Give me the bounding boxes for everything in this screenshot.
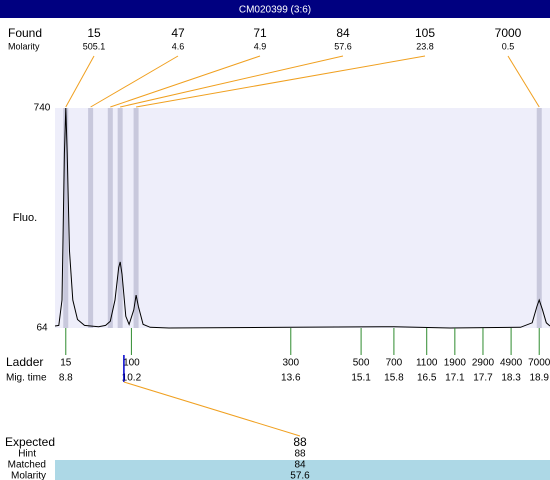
trace bbox=[54, 107, 550, 329]
ladder-size: 100 bbox=[123, 358, 140, 369]
y-tick-label: 740 bbox=[34, 103, 51, 114]
peak-connector bbox=[90, 55, 179, 108]
mig-time-label: Mig. time bbox=[6, 373, 47, 384]
ladder-size: 700 bbox=[386, 358, 403, 369]
peak-band bbox=[536, 108, 542, 328]
peak-molarity: 0.5 bbox=[502, 41, 515, 51]
expected-molarity: 57.6 bbox=[290, 471, 310, 480]
expected-value: 88 bbox=[293, 435, 307, 449]
found-label: Found bbox=[8, 26, 42, 40]
peak-band bbox=[63, 108, 69, 328]
peak-connector bbox=[120, 55, 344, 108]
ladder-size: 300 bbox=[282, 358, 299, 369]
ladder-mig-time: 18.3 bbox=[501, 373, 521, 384]
peak-molarity: 505.1 bbox=[83, 41, 106, 51]
peak-size: 71 bbox=[253, 26, 267, 40]
ladder-mig-time: 15.8 bbox=[384, 373, 404, 384]
y-tick-label: 64 bbox=[36, 323, 48, 334]
ladder-size: 15 bbox=[60, 358, 72, 369]
hint-label: Hint bbox=[18, 449, 36, 460]
peak-size: 7000 bbox=[495, 26, 522, 40]
ladder-label: Ladder bbox=[6, 355, 43, 369]
peak-size: 84 bbox=[336, 26, 350, 40]
expected-molarity-label: Molarity bbox=[11, 471, 46, 480]
title-bar bbox=[0, 0, 550, 18]
ladder-mig-time: 17.1 bbox=[445, 373, 465, 384]
ladder-mig-time: 8.8 bbox=[59, 373, 73, 384]
y-axis-label: Fluo. bbox=[13, 212, 37, 224]
peak-connector bbox=[507, 55, 540, 108]
peak-connector bbox=[136, 55, 426, 108]
ladder-mig-time: 16.5 bbox=[417, 373, 437, 384]
expected-label: Expected bbox=[5, 435, 55, 449]
ladder-size: 500 bbox=[353, 358, 370, 369]
peak-molarity: 4.6 bbox=[172, 41, 185, 51]
ladder-size: 1900 bbox=[444, 358, 467, 369]
peak-size: 47 bbox=[171, 26, 185, 40]
peak-band bbox=[88, 108, 94, 328]
matched-value: 84 bbox=[294, 460, 306, 471]
peak-molarity: 23.8 bbox=[416, 41, 434, 51]
peak-connector bbox=[65, 55, 95, 108]
ladder-mig-time: 10.2 bbox=[122, 373, 142, 384]
peak-molarity: 4.9 bbox=[254, 41, 267, 51]
plot-area bbox=[55, 108, 550, 328]
ladder-mig-time: 18.9 bbox=[529, 373, 549, 384]
ladder-size: 1100 bbox=[416, 358, 438, 369]
ladder-mig-time: 17.7 bbox=[473, 373, 493, 384]
molarity-label: Molarity bbox=[8, 41, 40, 51]
peak-size: 105 bbox=[415, 26, 435, 40]
peak-connector bbox=[110, 55, 261, 108]
ladder-size: 7000 bbox=[528, 358, 550, 369]
matched-label: Matched bbox=[8, 460, 46, 471]
ladder-mig-time: 13.6 bbox=[281, 373, 301, 384]
peak-size: 15 bbox=[87, 26, 101, 40]
peak-band bbox=[107, 108, 113, 328]
expected-connector bbox=[123, 381, 301, 437]
matched-band bbox=[55, 460, 550, 480]
hint-value: 88 bbox=[294, 449, 306, 460]
ladder-mig-time: 15.1 bbox=[351, 373, 371, 384]
peak-band bbox=[133, 108, 139, 328]
title: CM020399 (3:6) bbox=[239, 5, 311, 16]
peak-molarity: 57.6 bbox=[334, 41, 352, 51]
peak-band bbox=[117, 108, 123, 328]
ladder-size: 2900 bbox=[472, 358, 495, 369]
ladder-size: 4900 bbox=[500, 358, 523, 369]
